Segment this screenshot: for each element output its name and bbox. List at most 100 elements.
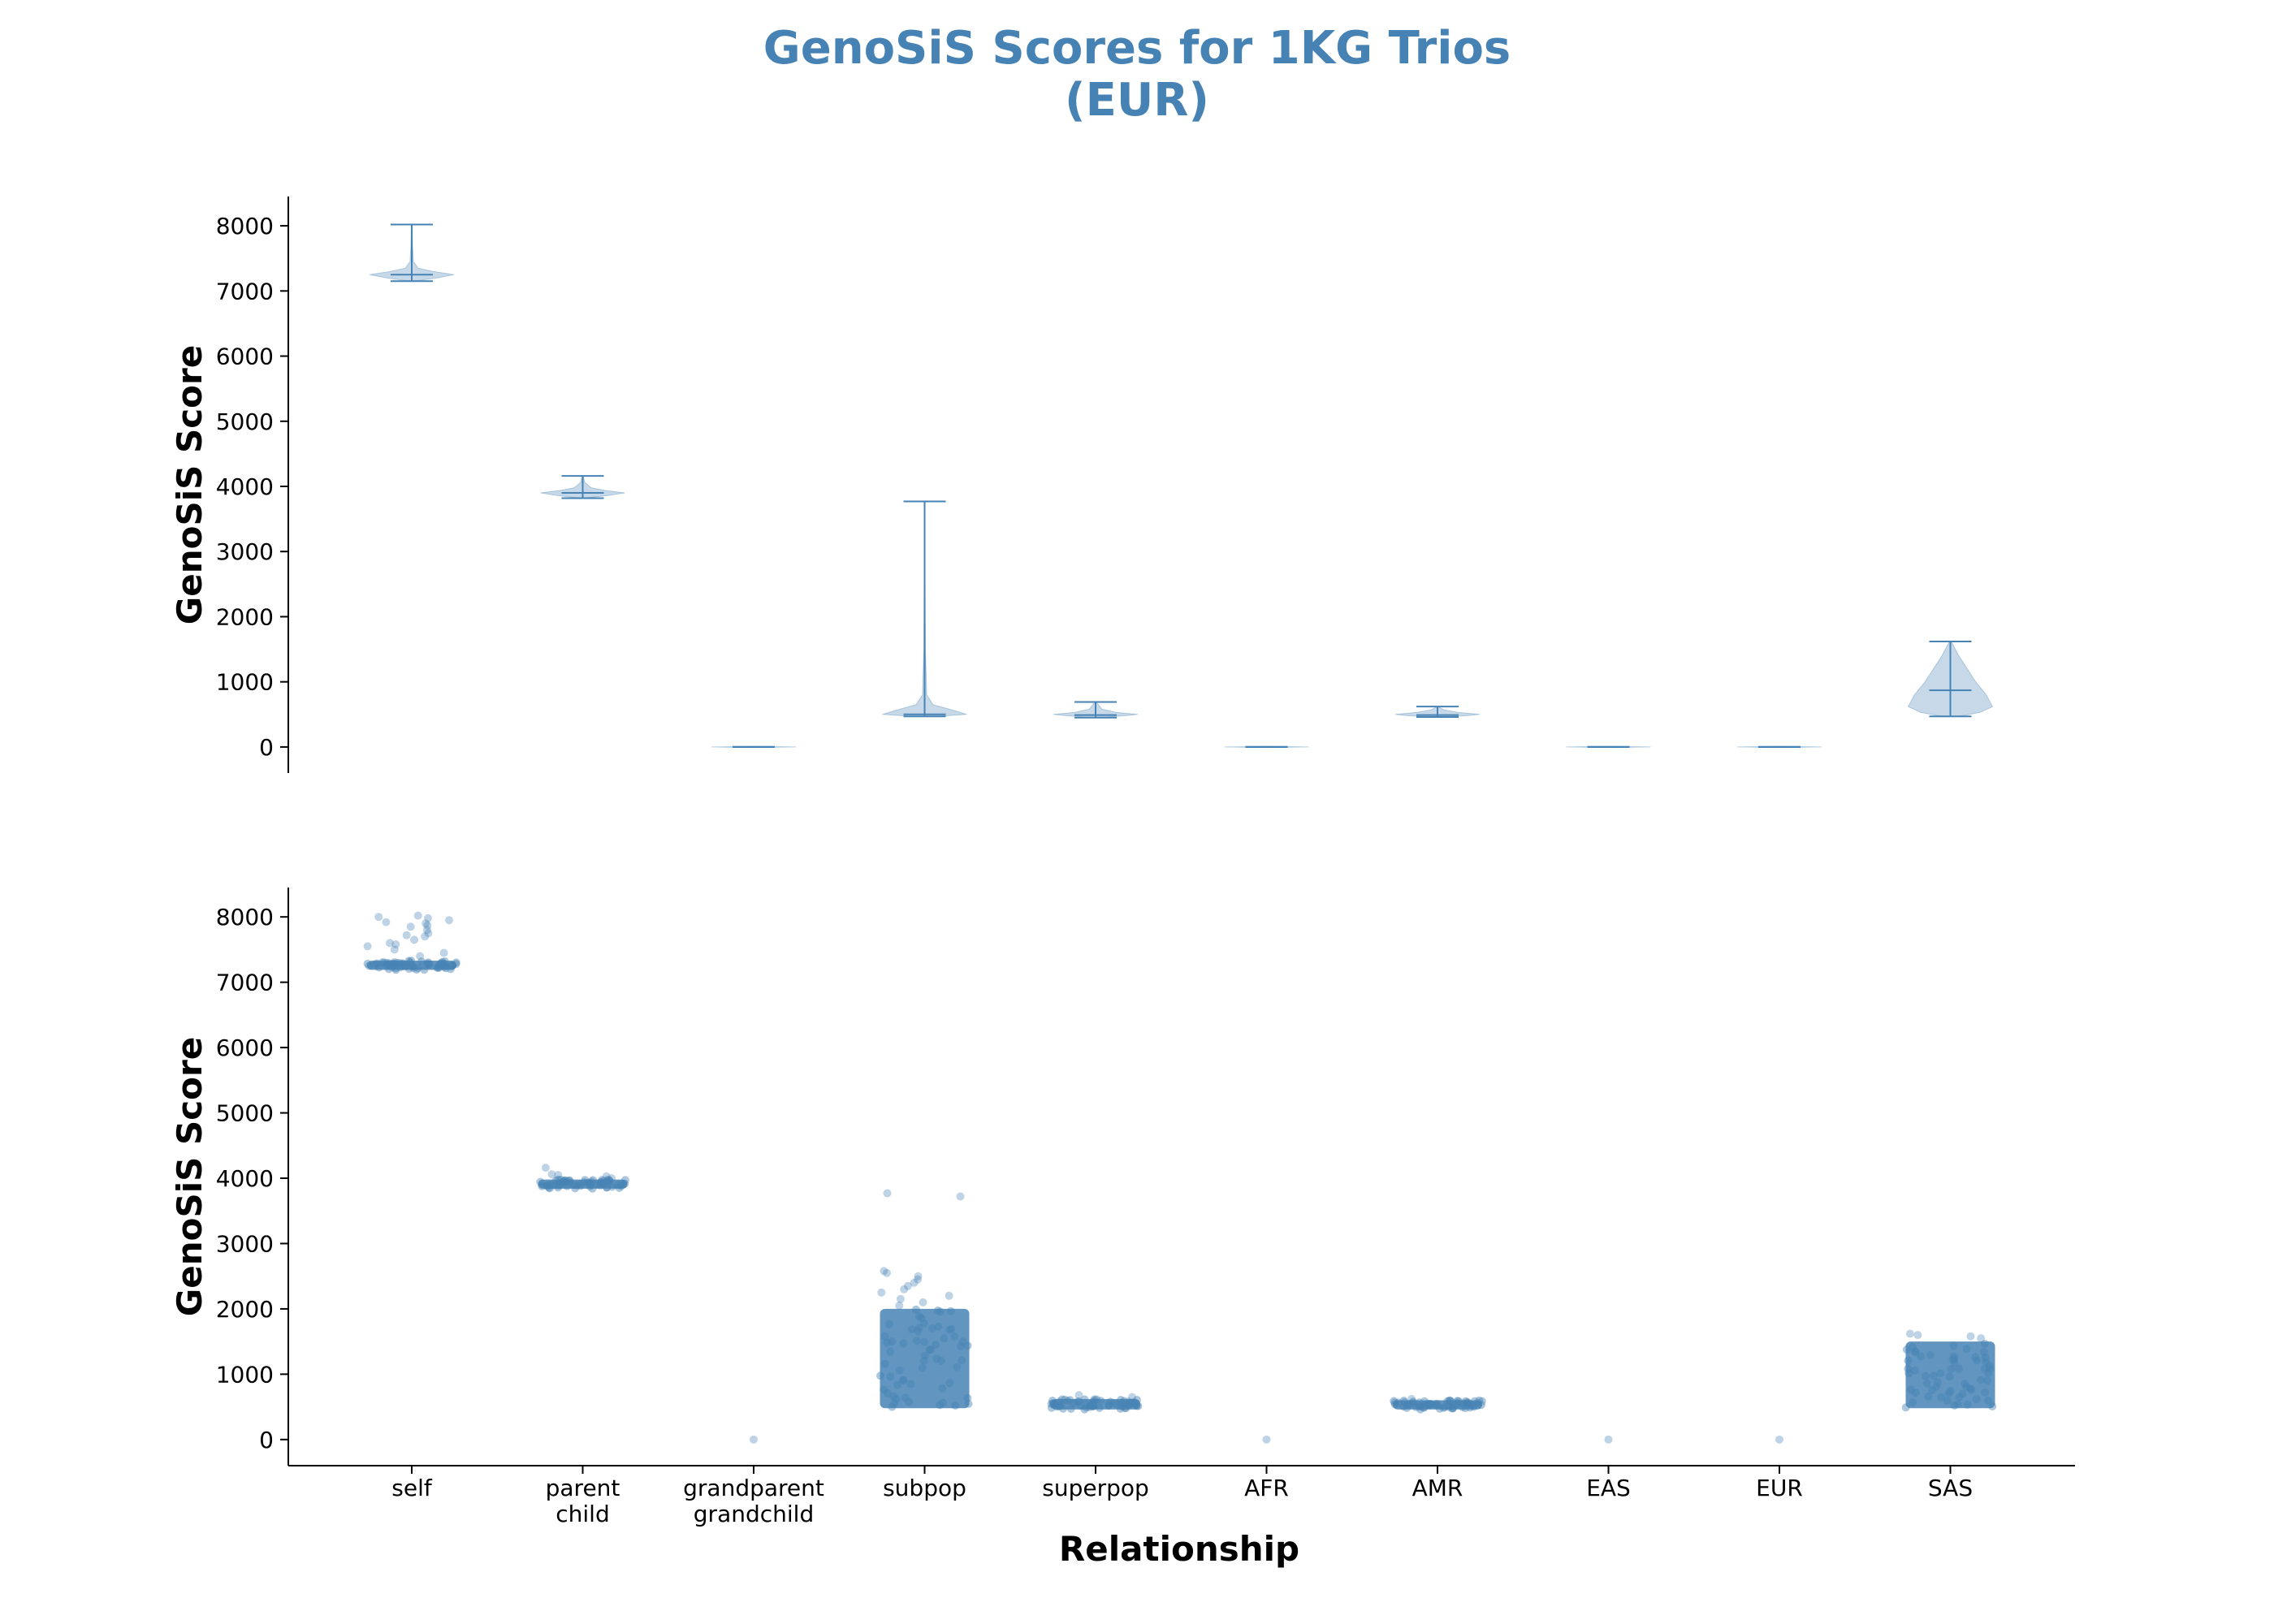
strip-point (1453, 1397, 1462, 1406)
strip-point (1120, 1401, 1129, 1410)
strip-point (1126, 1399, 1135, 1408)
strip-point (1088, 1402, 1097, 1410)
strip-point (551, 1176, 560, 1185)
strip-panel: 0 1000 2000 3000 4000 5000 6000 7000 8000 GenoSiS… (170, 888, 2075, 1527)
strip-point (1088, 1402, 1097, 1410)
strip-point (554, 1175, 563, 1184)
strip-point (1105, 1402, 1113, 1410)
strip-point (1066, 1396, 1074, 1405)
strip-point (603, 1183, 612, 1192)
strip-point (1092, 1395, 1101, 1404)
y-tick-label: 3000 (216, 538, 274, 565)
x-tick-label: SAS (1928, 1475, 1973, 1501)
strip-point (1049, 1401, 1058, 1410)
strip-core (1393, 1400, 1482, 1410)
strip-point (1943, 1397, 1952, 1406)
strip-point (401, 961, 410, 970)
y-tick-label: 4000 (216, 1165, 274, 1192)
strip-point (1086, 1401, 1095, 1410)
strip-point (1936, 1369, 1945, 1378)
strip-point (387, 963, 396, 972)
strip-point (958, 1337, 967, 1346)
strip-point (1390, 1397, 1399, 1406)
strip-point (1470, 1397, 1479, 1406)
strip-point (603, 1177, 612, 1186)
strip-point (452, 960, 460, 969)
strip-point (1415, 1398, 1424, 1407)
strip-outlier (1913, 1331, 1922, 1340)
strip-point (1399, 1397, 1408, 1405)
strip-point (565, 1178, 574, 1187)
strip-point (617, 1181, 626, 1190)
strip-point (412, 965, 421, 974)
strip-point (1979, 1348, 1988, 1357)
strip-point (919, 1319, 928, 1328)
strip-point (1053, 1402, 1061, 1411)
strip-point (452, 958, 460, 967)
violin-3 (882, 500, 967, 718)
strip-point (1416, 1402, 1425, 1411)
strip-outlier (382, 918, 391, 926)
strip-point (1088, 1402, 1097, 1411)
strip-point (1425, 1400, 1434, 1409)
strip-point (545, 1184, 554, 1193)
strip-point (895, 1366, 904, 1375)
strip-point (1096, 1397, 1105, 1406)
strip-outlier (547, 1170, 556, 1179)
strip-point (880, 1385, 888, 1394)
strip-point (536, 1177, 545, 1186)
strip-point (554, 1183, 563, 1192)
strip-point (1463, 1399, 1472, 1408)
strip-point (1986, 1364, 1995, 1373)
chart-title: GenoSiS Scores for 1KG Trios (EUR) (0, 23, 2274, 127)
strip-point (1902, 1345, 1911, 1354)
strip-point (1944, 1389, 1953, 1397)
strip-point (1950, 1358, 1959, 1367)
strip-point (1980, 1364, 1989, 1373)
strip-7 (1604, 1435, 1613, 1444)
strip-point (928, 1324, 936, 1332)
x-tick-label: grandchild (694, 1501, 814, 1527)
strip-point (1089, 1402, 1098, 1410)
strip-point (544, 1181, 553, 1190)
strip-point (596, 1181, 605, 1190)
strip-outlier (554, 1171, 563, 1179)
strip-point (899, 1376, 908, 1385)
strip-point (424, 958, 433, 967)
strip-point (1117, 1399, 1126, 1408)
strip-point (963, 1393, 972, 1402)
strip-point (1390, 1398, 1399, 1407)
strip-point (405, 958, 414, 967)
strip-point (1110, 1399, 1119, 1408)
strip-point (1125, 1399, 1134, 1408)
strip-point (1124, 1397, 1133, 1406)
strip-point (1976, 1376, 1985, 1384)
strip-point (1066, 1405, 1075, 1413)
y-tick-label: 7000 (216, 278, 274, 304)
strip-point (1904, 1369, 1913, 1378)
strip-point (945, 1379, 954, 1388)
violin-6 (1394, 706, 1481, 719)
strip-point (439, 962, 448, 971)
strip-point (1394, 1398, 1403, 1407)
strip-point (1988, 1402, 1997, 1410)
strip-point (596, 1178, 605, 1186)
strip-point (1132, 1402, 1141, 1410)
strip-point (575, 1180, 584, 1189)
strip-point (880, 1359, 889, 1368)
strip-point (560, 1176, 568, 1185)
strip-point (589, 1176, 598, 1185)
strip-outlier (421, 932, 430, 941)
violin-7 (1566, 745, 1651, 749)
strip-point (439, 961, 447, 970)
strip-point (1443, 1397, 1452, 1406)
strip-point (1982, 1358, 1991, 1367)
strip-point (1901, 1403, 1910, 1412)
strip-point (543, 1181, 551, 1190)
strip-point (963, 1341, 972, 1350)
y-tick-label: 6000 (216, 343, 274, 370)
strip-point (750, 1435, 758, 1444)
strip-outlier (410, 935, 419, 944)
strip-point (945, 1325, 953, 1334)
